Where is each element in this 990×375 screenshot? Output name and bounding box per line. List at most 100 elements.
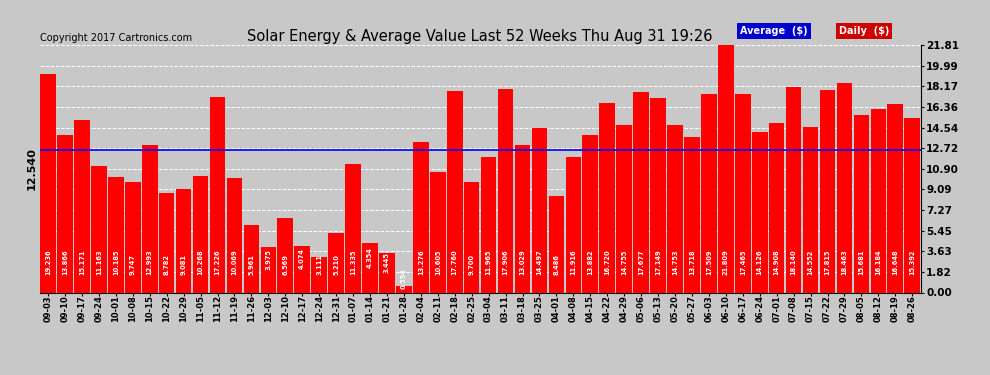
Text: 17.509: 17.509 (706, 250, 712, 276)
Text: 17.465: 17.465 (740, 250, 745, 276)
Bar (905, 118, 920, 292)
Bar (379, 254, 395, 292)
Bar (158, 193, 174, 292)
Text: 15.171: 15.171 (79, 250, 85, 276)
Text: 14.753: 14.753 (672, 250, 678, 276)
Bar (413, 142, 429, 292)
Bar (684, 137, 700, 292)
Bar (142, 145, 157, 292)
Text: 14.126: 14.126 (756, 250, 762, 276)
Text: 15.681: 15.681 (858, 250, 864, 276)
Bar (599, 103, 615, 292)
Bar (498, 89, 514, 292)
Bar (582, 135, 598, 292)
Text: 3.111: 3.111 (316, 254, 322, 275)
Text: 9.081: 9.081 (180, 255, 187, 276)
Text: 11.163: 11.163 (96, 250, 102, 276)
Bar (667, 125, 683, 292)
Text: 17.149: 17.149 (655, 250, 661, 276)
Bar (312, 257, 327, 292)
Bar (515, 145, 531, 292)
Bar (294, 246, 310, 292)
Bar (362, 243, 378, 292)
Bar (650, 98, 666, 292)
Bar (125, 182, 141, 292)
Text: 21.809: 21.809 (723, 250, 729, 276)
Title: Solar Energy & Average Value Last 52 Weeks Thu Aug 31 19:26: Solar Energy & Average Value Last 52 Wee… (248, 29, 713, 44)
Bar (41, 74, 55, 292)
Bar (210, 97, 226, 292)
Text: 3.975: 3.975 (265, 249, 271, 270)
Text: 16.648: 16.648 (892, 250, 898, 276)
Bar (227, 178, 243, 292)
Text: Daily  ($): Daily ($) (839, 26, 889, 36)
Bar (820, 90, 836, 292)
Bar (837, 83, 852, 292)
Text: 11.916: 11.916 (570, 250, 576, 276)
Text: 8.486: 8.486 (553, 255, 559, 276)
Bar (108, 177, 124, 292)
Text: 14.552: 14.552 (808, 250, 814, 276)
Text: 0.554: 0.554 (401, 268, 407, 290)
Bar (532, 128, 547, 292)
Text: 4.354: 4.354 (367, 247, 373, 268)
Bar (786, 87, 802, 292)
Bar (91, 166, 107, 292)
Text: 13.882: 13.882 (587, 250, 593, 276)
Text: 9.700: 9.700 (468, 255, 474, 276)
Bar (548, 196, 564, 292)
Text: 16.720: 16.720 (604, 250, 610, 276)
Text: 14.908: 14.908 (773, 250, 780, 276)
Text: 19.236: 19.236 (46, 250, 51, 276)
Bar (752, 132, 767, 292)
Y-axis label: 12.540: 12.540 (27, 147, 37, 190)
Bar (277, 218, 293, 292)
Bar (701, 94, 717, 292)
Text: 6.569: 6.569 (282, 255, 288, 276)
Bar (464, 182, 479, 292)
Bar (617, 125, 632, 292)
Bar (193, 176, 208, 292)
Text: 13.276: 13.276 (418, 250, 424, 276)
Text: 18.140: 18.140 (791, 250, 797, 276)
Bar (57, 135, 73, 292)
Text: 18.463: 18.463 (842, 250, 847, 276)
Text: 14.755: 14.755 (621, 250, 628, 276)
Bar (769, 123, 784, 292)
Bar (446, 91, 462, 292)
Bar (244, 225, 259, 292)
Bar (853, 114, 869, 292)
Bar (634, 92, 648, 292)
Text: 17.760: 17.760 (451, 250, 457, 276)
Text: 15.392: 15.392 (909, 250, 915, 276)
Bar (870, 109, 886, 292)
Text: 5.961: 5.961 (248, 255, 254, 276)
Bar (565, 157, 581, 292)
Text: 10.069: 10.069 (232, 250, 238, 276)
Text: 14.497: 14.497 (537, 250, 543, 276)
Text: 10.185: 10.185 (113, 250, 119, 276)
Text: 11.335: 11.335 (350, 250, 356, 276)
Text: 4.074: 4.074 (299, 248, 305, 269)
Text: 17.815: 17.815 (825, 250, 831, 276)
Bar (396, 286, 412, 292)
Bar (260, 248, 276, 292)
Text: 10.268: 10.268 (198, 250, 204, 276)
Bar (176, 189, 191, 292)
Bar (718, 45, 734, 292)
Text: 10.605: 10.605 (435, 250, 441, 276)
Bar (887, 104, 903, 292)
Text: 16.184: 16.184 (875, 250, 881, 276)
Text: 17.226: 17.226 (215, 250, 221, 276)
Text: 3.445: 3.445 (384, 252, 390, 273)
Text: 9.747: 9.747 (130, 255, 136, 276)
Bar (735, 94, 750, 292)
Bar (346, 164, 361, 292)
Bar (74, 120, 90, 292)
Text: 13.718: 13.718 (689, 250, 695, 276)
Bar (803, 128, 819, 292)
Text: 17.906: 17.906 (503, 250, 509, 276)
Bar (329, 233, 344, 292)
Text: 17.677: 17.677 (639, 250, 644, 276)
Text: 11.965: 11.965 (486, 250, 492, 276)
